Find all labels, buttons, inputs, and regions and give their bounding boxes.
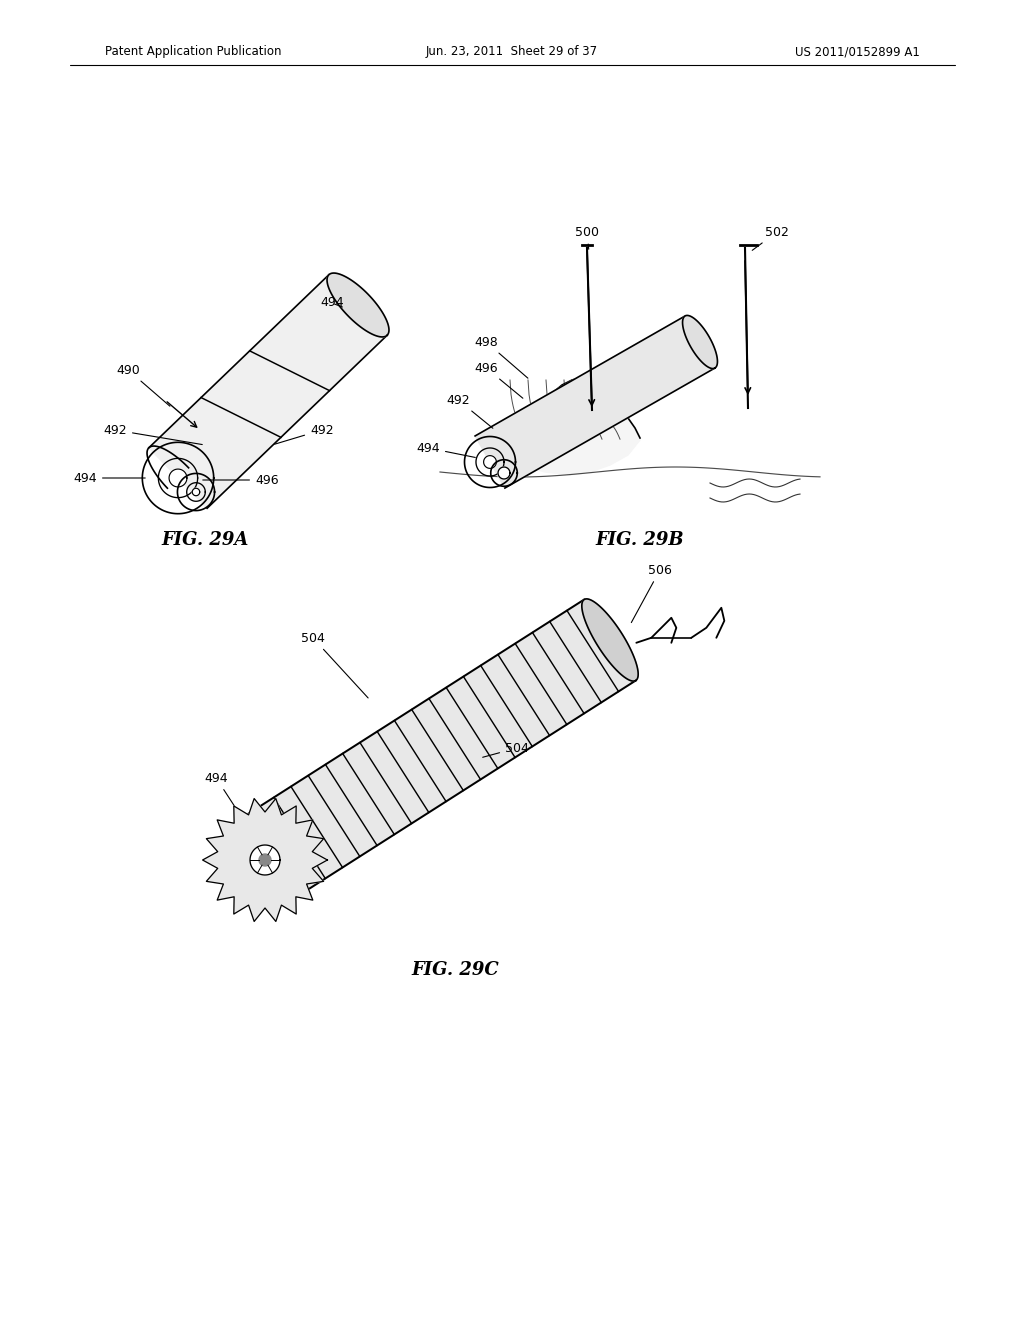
Polygon shape xyxy=(237,818,293,902)
Text: Jun. 23, 2011  Sheet 29 of 37: Jun. 23, 2011 Sheet 29 of 37 xyxy=(426,45,598,58)
Text: 506: 506 xyxy=(632,564,672,623)
Text: 492: 492 xyxy=(103,424,203,445)
Text: 494: 494 xyxy=(417,441,475,458)
Text: FIG. 29C: FIG. 29C xyxy=(411,961,499,979)
Text: Patent Application Publication: Patent Application Publication xyxy=(105,45,282,58)
Polygon shape xyxy=(498,467,510,479)
Text: 492: 492 xyxy=(446,393,493,428)
Text: 490: 490 xyxy=(117,363,170,407)
Polygon shape xyxy=(193,488,200,496)
Text: 494: 494 xyxy=(205,771,249,828)
Text: FIG. 29B: FIG. 29B xyxy=(596,531,684,549)
Text: FIG. 29A: FIG. 29A xyxy=(162,531,249,549)
Text: 492: 492 xyxy=(274,424,334,445)
Polygon shape xyxy=(490,378,640,475)
Text: 494: 494 xyxy=(74,471,145,484)
Polygon shape xyxy=(327,273,389,337)
Polygon shape xyxy=(148,275,387,508)
Polygon shape xyxy=(203,799,328,921)
Polygon shape xyxy=(169,469,187,487)
Polygon shape xyxy=(582,599,638,681)
Polygon shape xyxy=(483,455,497,469)
Text: 504: 504 xyxy=(482,742,528,758)
Polygon shape xyxy=(259,854,271,866)
Text: 496: 496 xyxy=(474,362,523,399)
Polygon shape xyxy=(475,315,715,488)
Text: 502: 502 xyxy=(753,226,788,251)
Text: 496: 496 xyxy=(203,474,279,487)
Polygon shape xyxy=(683,315,718,368)
Text: 500: 500 xyxy=(575,226,599,249)
Text: 504: 504 xyxy=(301,631,368,698)
Polygon shape xyxy=(250,845,280,875)
Polygon shape xyxy=(240,599,636,900)
Text: 498: 498 xyxy=(474,335,528,379)
Text: 494: 494 xyxy=(319,297,344,309)
Text: US 2011/0152899 A1: US 2011/0152899 A1 xyxy=(795,45,920,58)
